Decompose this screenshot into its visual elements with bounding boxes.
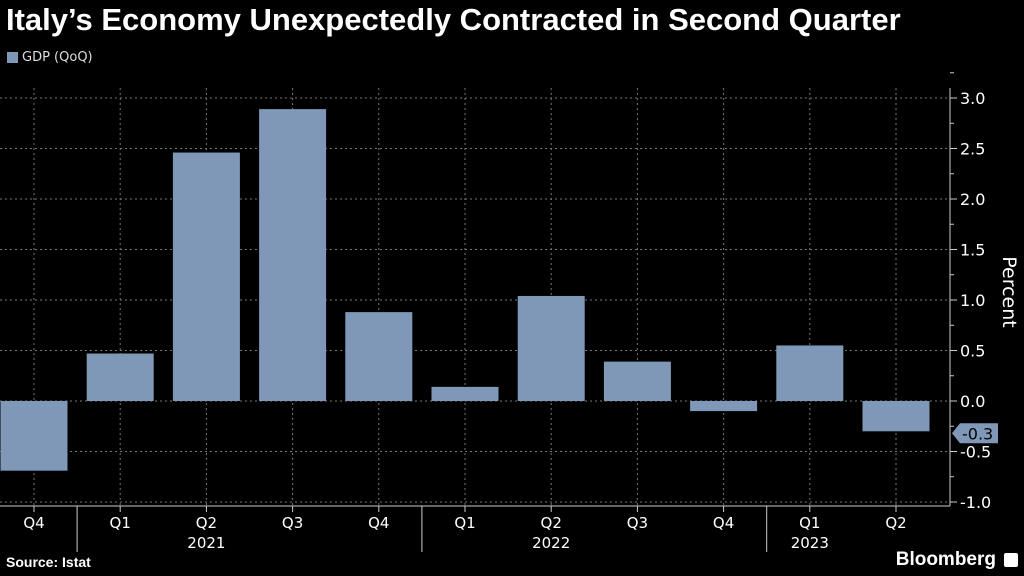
x-tick-label: Q3: [627, 514, 648, 532]
bar-q2: [172, 152, 240, 401]
bar-q1: [776, 345, 844, 401]
bloomberg-chart-icon: [1004, 553, 1018, 567]
y-tick-label: 1.0: [960, 291, 985, 310]
x-tick-label: Q2: [541, 514, 562, 532]
y-tick-label: 0.5: [960, 342, 985, 361]
x-tick-label: Q4: [23, 514, 44, 532]
legend: GDP (QoQ): [7, 50, 93, 65]
bar-q1: [86, 353, 154, 401]
bar-q1: [431, 386, 499, 401]
y-tick-label: 1.5: [960, 241, 985, 260]
x-tick-label: Q1: [799, 514, 820, 532]
bar-q2: [862, 401, 930, 432]
x-tick-label: Q4: [713, 514, 734, 532]
y-tick-label: 3.0: [960, 89, 985, 108]
bar-q4: [0, 401, 68, 471]
year-label: 2021: [187, 534, 225, 552]
bar-q3: [603, 361, 671, 401]
bar-q4: [345, 312, 413, 401]
chart-title: Italy’s Economy Unexpectedly Contracted …: [6, 2, 901, 37]
legend-swatch: [7, 52, 18, 63]
bar-q2: [517, 295, 585, 401]
year-label: 2023: [791, 534, 829, 552]
x-tick-label: Q1: [454, 514, 475, 532]
x-tick-label: Q4: [368, 514, 389, 532]
y-tick-label: 0.0: [960, 392, 985, 411]
year-label: 2022: [532, 534, 570, 552]
last-value-callout: [952, 423, 998, 444]
y-axis-title: Percent: [998, 256, 1020, 328]
x-tick-label: Q2: [885, 514, 906, 532]
source-note: Source: Istat: [6, 554, 91, 570]
bar-q4: [690, 401, 758, 412]
brand-logo: Bloomberg: [895, 549, 996, 570]
x-tick-label: Q2: [196, 514, 217, 532]
y-tick-label: -1.0: [960, 493, 991, 512]
last-value-label: -0.3: [962, 424, 993, 443]
x-tick-label: Q3: [282, 514, 303, 532]
bar-q3: [259, 109, 327, 402]
y-tick-label: 2.5: [960, 140, 985, 159]
y-tick-label: 2.0: [960, 190, 985, 209]
y-tick-label: -0.5: [960, 443, 991, 462]
x-tick-label: Q1: [110, 514, 131, 532]
legend-label: GDP (QoQ): [22, 50, 93, 65]
